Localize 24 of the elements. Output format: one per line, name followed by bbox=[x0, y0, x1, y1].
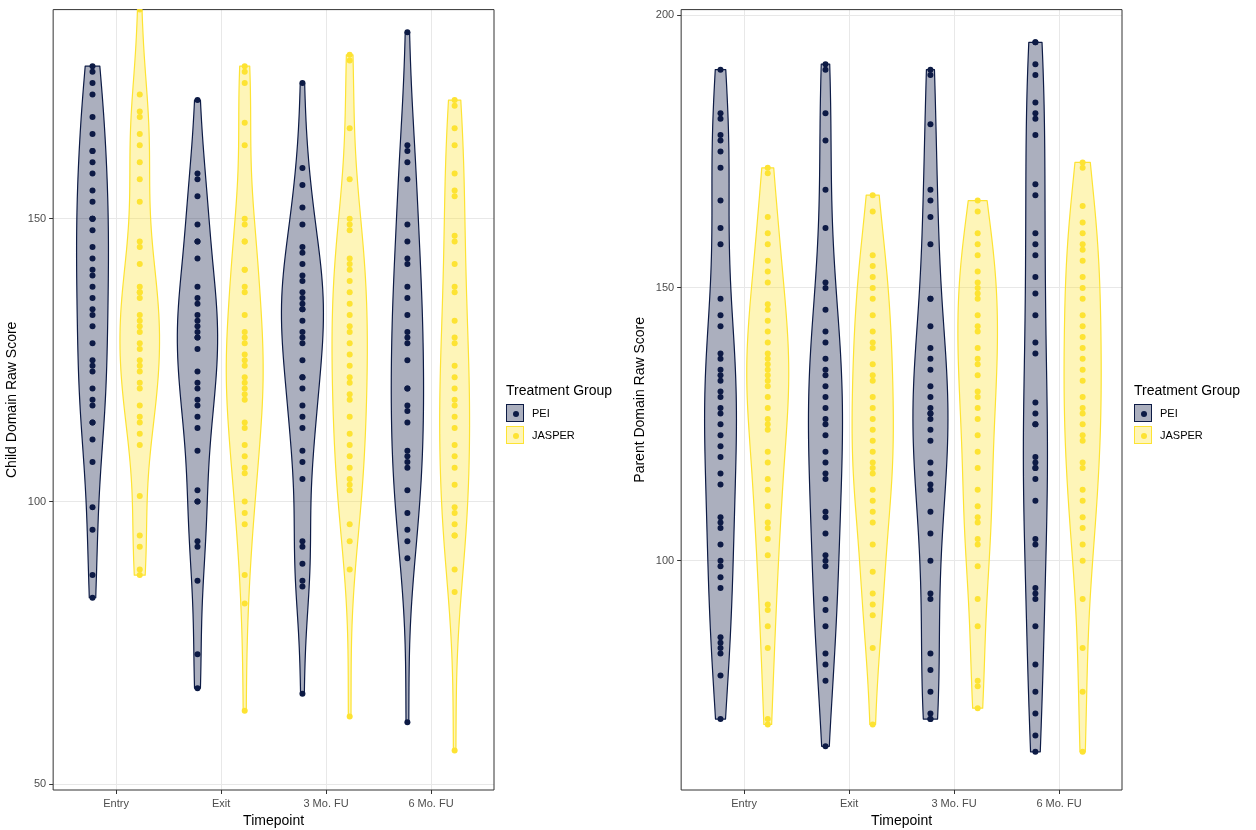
y-tick-label: 200 bbox=[655, 8, 675, 21]
x-tick-label: 6 Mo. FU bbox=[408, 796, 454, 809]
x-tick-label: 6 Mo. FU bbox=[1036, 796, 1082, 809]
legend-label: PEI bbox=[532, 407, 550, 419]
y-tick-label: 100 bbox=[27, 494, 47, 507]
x-tick-label: 3 Mo. FU bbox=[931, 796, 977, 809]
x-tick-label: Entry bbox=[731, 796, 758, 809]
x-tick-label: 3 Mo. FU bbox=[303, 796, 349, 809]
y-axis-title: Parent Domain Raw Score bbox=[631, 316, 648, 483]
y-tick-label: 150 bbox=[27, 211, 47, 224]
x-tick-label: Exit bbox=[839, 796, 859, 809]
y-axis-title: Child Domain Raw Score bbox=[3, 321, 20, 478]
y-tick-label: 100 bbox=[655, 553, 675, 566]
legend-label: JASPER bbox=[1160, 429, 1203, 441]
x-tick-label: Entry bbox=[103, 796, 130, 809]
legend-label: PEI bbox=[1160, 407, 1178, 419]
y-tick-label: 150 bbox=[655, 280, 675, 293]
legend-title: Treatment Group bbox=[1134, 382, 1242, 398]
x-axis-title: Timepoint bbox=[871, 812, 933, 829]
legend-title: Treatment Group bbox=[506, 382, 614, 398]
x-tick-label: Exit bbox=[211, 796, 231, 809]
y-tick-label: 50 bbox=[33, 777, 47, 790]
legend-label: JASPER bbox=[532, 429, 575, 441]
x-axis-title: Timepoint bbox=[243, 812, 305, 829]
